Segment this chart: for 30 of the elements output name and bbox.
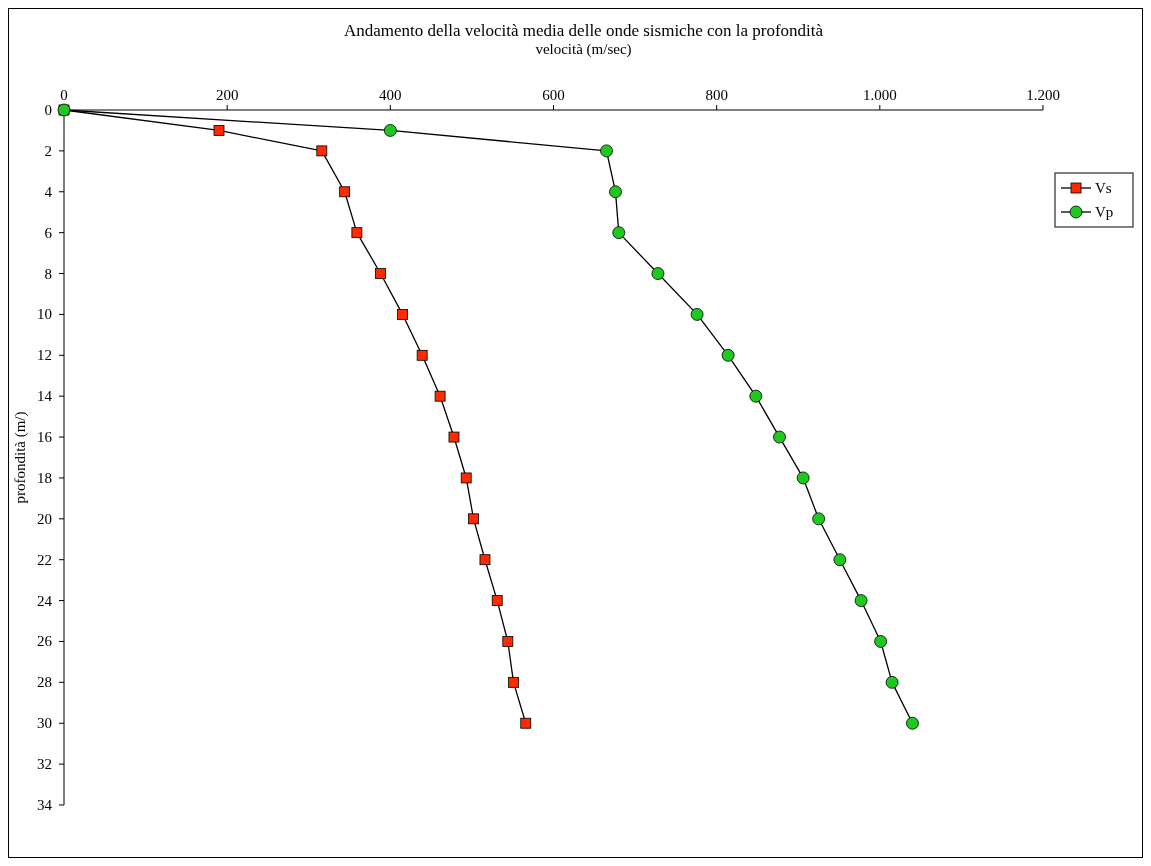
y-tick-label: 28 [37,674,52,691]
chart-title: Andamento della velocità media delle onde sismiche con la profondità [343,21,824,40]
y-tick-label: 10 [37,306,52,323]
y-tick-label: 30 [37,715,52,732]
x-tick-label: 400 [379,87,402,103]
y-tick-label: 2 [44,142,52,159]
y-tick-label: 4 [44,183,53,200]
y-axis-title: profondità (m/) [12,411,29,504]
y-tick-label: 16 [37,429,53,446]
x-tick-label: 1.200 [1026,87,1060,103]
x-tick-label: 200 [215,87,239,103]
y-tick-label: 32 [37,756,52,773]
y-tick-label: 22 [37,551,52,568]
y-tick-label: 34 [37,797,53,813]
y-tick-label: 14 [37,388,53,405]
y-tick-label: 12 [37,347,52,364]
x-tick-label: 800 [705,87,728,103]
y-tick-label: 24 [37,592,53,609]
legend-label: Vp [1095,204,1114,220]
legend-label: Vs [1095,180,1112,196]
y-tick-label: 6 [44,224,53,241]
y-tick-label: 20 [37,510,52,527]
x-tick-label: 0 [60,87,68,103]
y-tick-label: 0 [44,102,52,118]
y-tick-label: 8 [44,265,52,282]
x-axis-title: velocità (m/sec) [535,41,632,58]
y-tick-label: 26 [37,633,53,650]
x-tick-label: 1.000 [862,87,897,103]
x-tick-label: 600 [542,87,565,103]
y-tick-label: 18 [37,469,52,486]
